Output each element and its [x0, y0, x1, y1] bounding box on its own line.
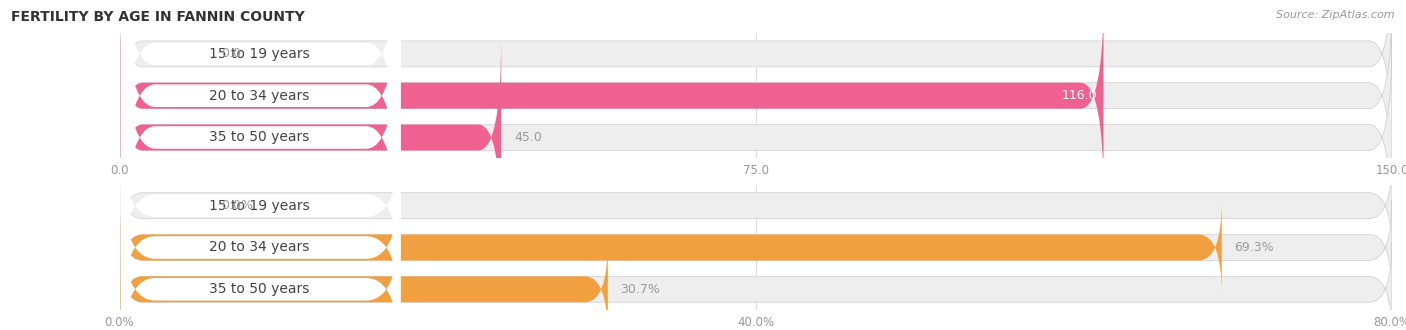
Text: 20 to 34 years: 20 to 34 years [209, 241, 309, 254]
FancyBboxPatch shape [121, 0, 401, 295]
FancyBboxPatch shape [120, 38, 502, 237]
FancyBboxPatch shape [120, 0, 1392, 196]
FancyBboxPatch shape [121, 210, 401, 330]
Text: 15 to 19 years: 15 to 19 years [209, 47, 309, 61]
FancyBboxPatch shape [120, 200, 1392, 295]
Text: 20 to 34 years: 20 to 34 years [209, 89, 309, 103]
FancyBboxPatch shape [121, 127, 401, 285]
FancyBboxPatch shape [120, 38, 1392, 237]
FancyBboxPatch shape [121, 0, 401, 254]
Text: 0.0: 0.0 [221, 48, 242, 60]
Text: 30.7%: 30.7% [620, 283, 661, 296]
FancyBboxPatch shape [120, 242, 607, 330]
Text: 0.0%: 0.0% [221, 199, 253, 212]
Text: 35 to 50 years: 35 to 50 years [209, 130, 309, 145]
Text: 15 to 19 years: 15 to 19 years [209, 199, 309, 213]
Text: 69.3%: 69.3% [1234, 241, 1274, 254]
Text: 45.0: 45.0 [515, 131, 541, 144]
Text: 116.0: 116.0 [1062, 89, 1097, 102]
Text: FERTILITY BY AGE IN FANNIN COUNTY: FERTILITY BY AGE IN FANNIN COUNTY [11, 10, 305, 24]
FancyBboxPatch shape [121, 169, 401, 326]
FancyBboxPatch shape [120, 242, 1392, 330]
FancyBboxPatch shape [120, 0, 1104, 196]
FancyBboxPatch shape [121, 0, 401, 212]
FancyBboxPatch shape [120, 158, 1392, 253]
FancyBboxPatch shape [120, 200, 1222, 295]
Text: 35 to 50 years: 35 to 50 years [209, 282, 309, 296]
FancyBboxPatch shape [120, 0, 1392, 154]
Text: Source: ZipAtlas.com: Source: ZipAtlas.com [1277, 10, 1395, 20]
